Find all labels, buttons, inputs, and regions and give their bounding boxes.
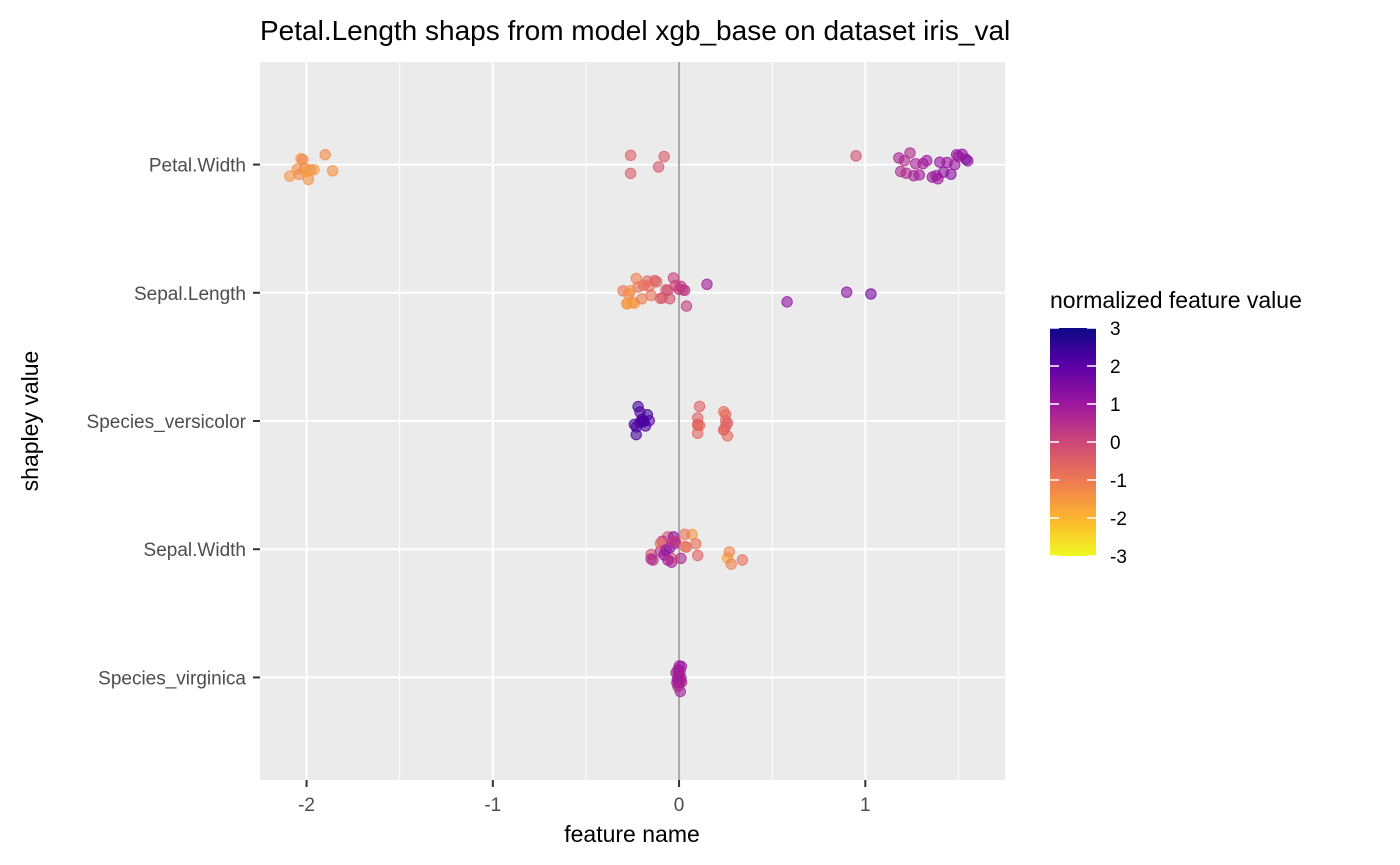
data-point [718, 406, 730, 418]
x-axis: -2 -1 0 1 [298, 780, 871, 816]
data-point [917, 157, 929, 170]
x-tick-label: 0 [674, 795, 685, 816]
data-point [662, 284, 674, 297]
data-point [630, 272, 642, 285]
data-point [284, 170, 296, 182]
legend-title: normalized feature value [1050, 287, 1302, 313]
y-axis: Petal.Width Sepal.Length Species_versicolo… [87, 156, 260, 689]
data-point [319, 149, 331, 161]
data-point [701, 278, 713, 291]
data-point [326, 165, 339, 177]
data-point [840, 286, 853, 298]
y-tick-label: Species_versicolor [87, 412, 247, 433]
y-tick-label: Sepal.Length [134, 284, 246, 305]
legend-label: -2 [1110, 509, 1127, 530]
data-point [893, 152, 905, 164]
data-point [643, 280, 655, 292]
y-tick-label: Petal.Width [149, 156, 246, 177]
data-point [680, 300, 693, 312]
data-point [691, 412, 704, 424]
color-legend: normalized feature value 3 2 1 0 -1 -2 -3 [1050, 287, 1302, 568]
data-point [725, 558, 737, 570]
data-point [850, 150, 862, 162]
data-point [624, 167, 637, 180]
data-point [645, 289, 657, 302]
x-tick-label: 1 [860, 795, 871, 816]
data-point [645, 553, 657, 565]
data-point [672, 680, 684, 693]
data-point [297, 154, 309, 166]
data-point [904, 147, 916, 159]
legend-label: 0 [1110, 433, 1121, 454]
data-point [624, 285, 637, 297]
data-point [913, 169, 926, 181]
data-point [675, 552, 687, 565]
data-point [634, 406, 646, 418]
data-point [624, 149, 637, 162]
data-point [865, 288, 877, 300]
legend-label: 3 [1110, 319, 1121, 340]
legend-label: 2 [1110, 357, 1121, 378]
data-point [630, 428, 642, 441]
data-point [693, 400, 706, 413]
y-axis-title: shapley value [17, 351, 43, 492]
data-point [662, 554, 674, 566]
data-point [952, 150, 965, 163]
data-point [721, 417, 734, 429]
data-point [667, 272, 680, 284]
data-point [667, 536, 680, 548]
data-point [652, 161, 665, 173]
data-point [675, 280, 687, 293]
data-point [723, 546, 736, 558]
data-points [284, 147, 974, 698]
legend-label: 1 [1110, 395, 1121, 416]
chart-title: Petal.Length shaps from model xgb_base o… [260, 15, 1010, 46]
legend-ticks: 3 2 1 0 -1 -2 -3 [1050, 319, 1127, 568]
data-point [621, 297, 633, 309]
data-point [937, 166, 950, 178]
data-point [721, 430, 734, 442]
data-point [895, 165, 907, 178]
data-point [691, 549, 704, 562]
data-point [660, 544, 672, 556]
data-point [670, 667, 682, 679]
data-point [656, 292, 668, 304]
data-point [637, 415, 650, 428]
data-point [781, 296, 793, 308]
y-tick-label: Sepal.Width [144, 540, 246, 561]
x-tick-label: -2 [298, 795, 315, 816]
y-tick-label: Species_virginica [98, 668, 246, 689]
data-point [736, 554, 749, 566]
x-tick-label: -1 [484, 795, 501, 816]
data-point [678, 528, 691, 541]
data-point [300, 166, 313, 178]
legend-label: -1 [1110, 471, 1127, 492]
legend-label: -3 [1110, 547, 1127, 568]
data-point [962, 155, 974, 167]
x-axis-title: feature name [564, 821, 700, 847]
data-point [658, 150, 670, 163]
data-point [690, 538, 702, 550]
